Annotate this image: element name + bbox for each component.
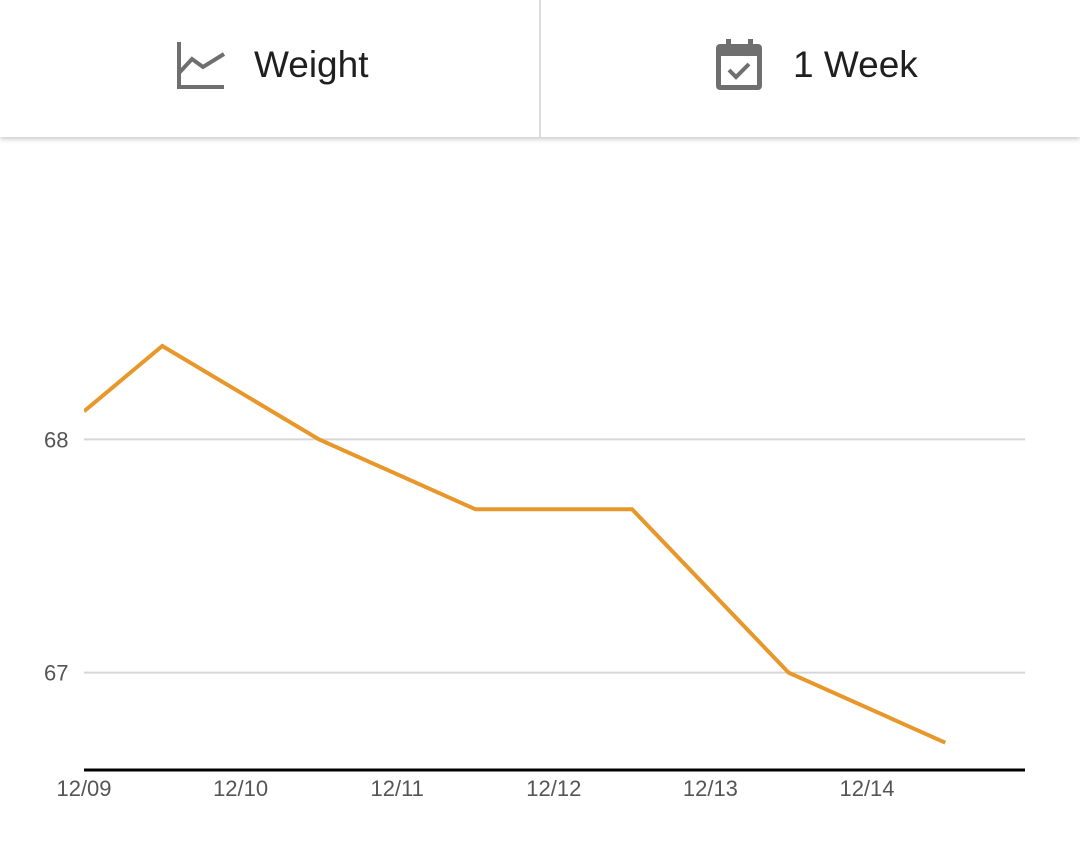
x-tick-label-6: 12/ [1008, 776, 1039, 801]
x-tick-label-3: 12/12 [526, 776, 581, 801]
toolbar-divider [539, 0, 541, 137]
chart-toolbar: Weight 1 Week [0, 0, 1080, 137]
x-tick-label-1: 12/10 [213, 776, 268, 801]
metric-selector-content: Weight [176, 36, 369, 94]
weight-line-chart: 67 68 12/09 12/10 12/11 12/12 12/13 12/14 12/ [44, 343, 1039, 801]
x-tick-label-0: 12/09 [56, 776, 111, 801]
range-label: 1 Week [793, 44, 918, 85]
range-selector[interactable]: 1 Week [541, 0, 1080, 137]
chart-area: 67 68 12/09 12/10 12/11 12/12 12/13 12/14 12/ [0, 137, 1080, 857]
y-tick-label-68: 68 [44, 427, 68, 452]
x-tick-label-5: 12/14 [839, 776, 894, 801]
metric-label: Weight [254, 44, 369, 85]
line-chart-icon [177, 42, 226, 89]
y-tick-label-67: 67 [44, 661, 68, 686]
x-tick-label-4: 12/13 [683, 776, 738, 801]
weight-series-line [84, 343, 947, 745]
x-tick-label-2: 12/11 [370, 776, 423, 801]
calendar-check-icon [716, 39, 762, 90]
range-selector-content: 1 Week [715, 36, 918, 94]
metric-selector[interactable]: Weight [0, 0, 539, 137]
